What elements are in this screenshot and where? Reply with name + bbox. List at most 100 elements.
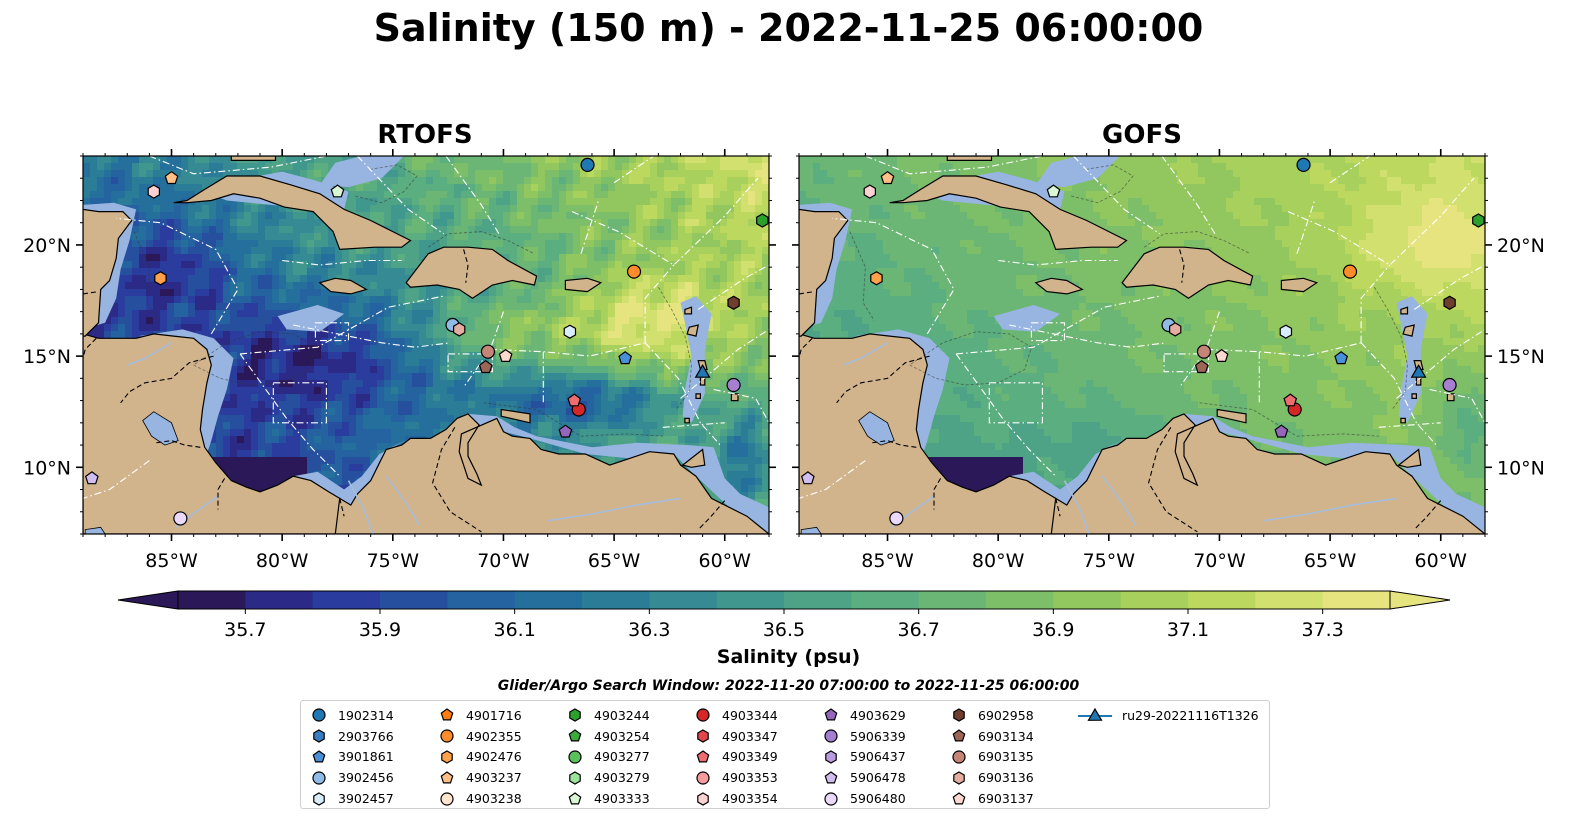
marker-6903136: [453, 322, 466, 337]
hexagon-marker-icon: [569, 771, 581, 785]
legend-label: 3902456: [338, 770, 394, 786]
legend-item: 4903244: [565, 705, 650, 726]
legend-marker: [952, 750, 966, 764]
colorbar-segment: [918, 591, 987, 609]
legend-item: 1902314: [309, 705, 394, 726]
marker-4903629: [558, 424, 573, 438]
marker-5906480: [889, 511, 904, 526]
legend-label: 4903347: [722, 728, 778, 744]
marker-5906478: [84, 471, 99, 485]
circle-marker-icon: [568, 750, 582, 764]
marker-1902314: [1296, 157, 1311, 172]
legend-item: 4903279: [565, 767, 650, 788]
legend-label: 4903237: [466, 770, 522, 786]
lon-tick-label: 80°W: [256, 550, 309, 572]
legend-marker: [697, 729, 709, 743]
lon-tick-label: 85°W: [861, 550, 914, 572]
circle-marker-icon: [312, 771, 326, 785]
legend-item: 4903333: [565, 788, 650, 809]
legend-marker: [952, 729, 966, 742]
colorbar-segment: [851, 591, 920, 609]
legend-marker: [568, 750, 582, 764]
colorbar-label: Salinity (psu): [716, 646, 861, 668]
colorbar-segment: [380, 591, 448, 609]
legend-column: 4903244 4903254 4903277 4903279 4903333: [565, 705, 650, 809]
legend-marker: [697, 791, 709, 806]
legend-label: 4902355: [466, 728, 522, 744]
legend-marker: [568, 791, 582, 805]
colorbar-tick-label: 37.3: [1302, 619, 1344, 641]
legend-label: 5906478: [850, 770, 906, 786]
legend-label: 4903244: [594, 707, 650, 723]
legend-item: 4902476: [437, 747, 522, 768]
marker-5906339: [726, 377, 741, 393]
legend-item: 4903347: [693, 726, 778, 747]
colorbar-segment: [1053, 591, 1122, 609]
lat-tick-label: 20°N: [1497, 235, 1545, 257]
legend-item: 4903353: [693, 767, 778, 788]
hexagon-marker-icon: [825, 750, 837, 764]
legend-item: 4903277: [565, 747, 650, 768]
map-panel-gofs: 85°W 80°W 75°W 70°W 65°W 60°W 10°N 15°N 20°N: [792, 149, 1545, 572]
lat-tick-label: 10°N: [23, 457, 71, 479]
marker-4903244: [756, 213, 769, 228]
legend-item: 3901861: [309, 747, 394, 768]
legend-marker: [312, 708, 326, 722]
legend-marker: [696, 750, 710, 763]
legend-marker: [440, 791, 454, 806]
colorbar-segment: [514, 591, 583, 609]
legend-item: 5906437: [821, 747, 906, 768]
legend-column: ru29-20221116T1326: [1077, 705, 1259, 726]
legend-label: 4903349: [722, 749, 778, 765]
legend-marker: [824, 771, 838, 784]
legend-item: 4903344: [693, 705, 778, 726]
legend-marker: [696, 771, 710, 785]
platform-markers: [84, 157, 769, 526]
lat-tick-label: 15°N: [1497, 346, 1545, 368]
legend-marker: [568, 729, 582, 742]
legend-marker: [953, 771, 965, 785]
axis-ticks: 85°W 80°W 75°W 70°W 65°W 60°W 10°N 15°N 20°N: [792, 149, 1545, 572]
legend-item: 6903135: [949, 747, 1034, 768]
marker-4903237: [880, 170, 895, 185]
colorbar-tick-label: 36.3: [628, 619, 670, 641]
marker-6903135: [480, 344, 496, 359]
legend-label: 4903344: [722, 707, 778, 723]
colorbar-tick-label: 36.5: [763, 619, 805, 641]
legend-label: 6903136: [978, 770, 1034, 786]
circle-marker-icon: [312, 708, 326, 722]
hexagon-marker-icon: [441, 750, 453, 764]
map-panels: 85°W 80°W 75°W 70°W 65°W 60°W10°N15°N20°N85°W…: [23, 149, 1545, 572]
marker-5906478: [800, 471, 815, 485]
marker-ru29-20221116T1326: [694, 363, 711, 378]
legend-item: 5906478: [821, 767, 906, 788]
panel-title-gofs: GOFS: [1102, 120, 1182, 150]
legend-item: 6903137: [949, 788, 1034, 809]
pentagon-marker-icon: [824, 708, 838, 721]
marker-5906339: [1442, 377, 1457, 393]
basemap: [799, 156, 1485, 534]
colorbar-tick-label: 37.1: [1167, 619, 1209, 641]
lon-tick-label: 60°W: [699, 550, 752, 572]
legend-item: 3902457: [309, 788, 394, 809]
colorbar-segment: [178, 591, 246, 609]
legend-marker: [440, 729, 454, 743]
colorbar-segment: [1120, 591, 1189, 609]
marker-6902958: [1443, 295, 1456, 310]
basemap: [83, 156, 769, 534]
colorbar: 35.7 35.9 36.1 36.3 36.5 36.7 36.9 37.1 37.3: [117, 590, 1451, 641]
lat-tick-label: 15°N: [23, 346, 71, 368]
marker-4903354: [147, 184, 160, 199]
legend-marker: [825, 750, 837, 764]
map-panel-rtofs: 85°W 80°W 75°W 70°W 65°W 60°W 10°N 15°N 20°N: [23, 149, 776, 572]
legend-item: 3902456: [309, 767, 394, 788]
legend-label: 6903135: [978, 749, 1034, 765]
colorbar-extend-high: [1389, 590, 1451, 610]
pentagon-marker-icon: [824, 771, 838, 784]
marker-3901861: [618, 351, 633, 365]
marker-4903333: [1046, 184, 1061, 198]
legend-marker: [824, 791, 838, 806]
marker-4903237: [164, 170, 179, 185]
colorbar-segment: [716, 591, 785, 609]
